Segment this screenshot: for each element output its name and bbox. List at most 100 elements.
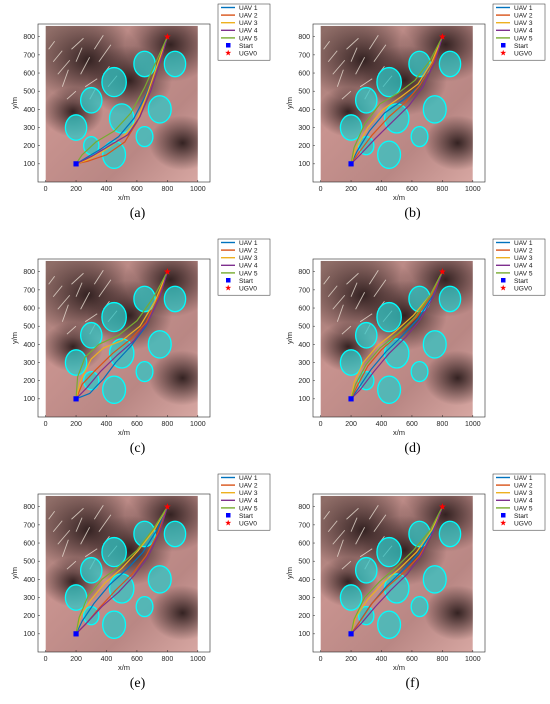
ugv-marker (438, 33, 446, 40)
x-tick-label: 1000 (190, 656, 206, 663)
uav-path-4 (75, 271, 168, 400)
y-tick-label: 700 (23, 522, 35, 529)
x-tick-label: 200 (345, 421, 357, 428)
axes-box (312, 258, 486, 418)
x-axis-label: x/m (118, 428, 130, 437)
y-axis-label: y/m (285, 567, 294, 579)
obstacle-circle (422, 95, 447, 124)
legend-label: UGV0 (514, 51, 532, 58)
chart-panel: 0 200 400 600 800 1000 100 200 300 400 500 600 700 80… (275, 470, 550, 704)
obstacle-circle (339, 114, 363, 141)
y-tick-label: 400 (23, 107, 35, 114)
chart-panel: 0 200 400 600 800 1000 100 200 300 400 500 600 700 80… (0, 470, 275, 704)
legend-label: UAV 5 (239, 505, 258, 512)
x-tick-label: 600 (131, 421, 143, 428)
legend-label: Start (239, 513, 253, 520)
obstacle-circle (135, 360, 154, 383)
obstacle-circle (64, 349, 88, 376)
legend-label: UAV 4 (239, 498, 258, 505)
y-axis-label: y/m (10, 332, 19, 344)
y-axis-label: y/m (10, 97, 19, 109)
y-tick-label: 600 (23, 305, 35, 312)
x-tick-label: 0 (319, 421, 323, 428)
legend-swatch (500, 49, 507, 56)
y-tick-label: 400 (298, 577, 310, 584)
uav-path-2 (350, 36, 443, 165)
x-tick-label: 800 (437, 656, 449, 663)
obstacle-circle (376, 66, 402, 98)
legend-swatch (501, 513, 506, 518)
x-tick-label: 400 (101, 421, 113, 428)
x-tick-label: 400 (376, 186, 388, 193)
x-tick-label: 0 (44, 656, 48, 663)
chart-svg: 0 200 400 600 800 1000 100 200 300 400 500 600 700 80… (10, 473, 271, 672)
x-tick-label: 200 (345, 656, 357, 663)
legend-label: UAV 2 (239, 13, 258, 20)
legend-box (217, 238, 271, 296)
legend-label: UAV 5 (514, 270, 533, 277)
obstacle-circle (438, 520, 462, 548)
obstacle-circle (79, 321, 103, 349)
legend-box (492, 238, 546, 296)
x-tick-label: 800 (437, 186, 449, 193)
x-tick-label: 800 (162, 656, 174, 663)
uav-path-3 (75, 36, 168, 165)
y-tick-label: 200 (298, 143, 310, 150)
legend-label: UAV 3 (239, 20, 258, 27)
uav-path-5 (350, 271, 443, 400)
legend-box (217, 3, 271, 61)
legend-swatch (225, 49, 232, 56)
y-tick-label: 700 (23, 52, 35, 59)
y-tick-label: 700 (23, 287, 35, 294)
obstacle-circle (64, 114, 88, 141)
uav-path-5 (75, 36, 168, 165)
y-tick-label: 700 (298, 522, 310, 529)
legend-label: UAV 2 (514, 13, 533, 20)
y-tick-label: 500 (23, 559, 35, 566)
x-tick-label: 600 (406, 421, 418, 428)
y-tick-label: 800 (23, 34, 35, 41)
legend-label: UAV 1 (514, 475, 533, 482)
start-marker (348, 161, 354, 167)
start-marker (73, 396, 79, 402)
panel-caption: (f) (405, 676, 420, 691)
y-tick-label: 200 (23, 143, 35, 150)
axes-box (312, 23, 486, 183)
legend-label: Start (514, 43, 528, 50)
obstacle-circle (354, 86, 378, 114)
legend-swatch (225, 284, 232, 291)
legend-label: UAV 4 (514, 263, 533, 270)
y-tick-label: 300 (298, 595, 310, 602)
y-tick-label: 300 (23, 595, 35, 602)
legend-label: UGV0 (514, 521, 532, 528)
axes-box (37, 258, 211, 418)
chart-panel: 0 200 400 600 800 1000 100 200 300 400 500 600 700 80… (275, 235, 550, 469)
legend-label: UAV 3 (514, 490, 533, 497)
y-tick-label: 500 (23, 89, 35, 96)
start-marker (73, 161, 79, 167)
x-tick-label: 400 (101, 186, 113, 193)
obstacle-circle (147, 565, 172, 594)
y-tick-label: 100 (23, 631, 35, 638)
obstacle-circle (163, 50, 187, 78)
panel-caption: (c) (129, 441, 146, 456)
legend-swatch (500, 519, 507, 526)
y-tick-label: 200 (298, 613, 310, 620)
chart-svg: 0 200 400 600 800 1000 100 200 300 400 500 600 700 80… (285, 473, 546, 672)
obstacle-circle (422, 330, 447, 359)
y-tick-label: 300 (23, 125, 35, 132)
obstacle-circle (339, 349, 363, 376)
legend-label: UAV 2 (514, 483, 533, 490)
obstacle-circle (377, 610, 402, 640)
x-tick-label: 200 (70, 656, 82, 663)
obstacle-circle (83, 370, 100, 391)
legend-label: UAV 2 (239, 248, 258, 255)
x-tick-label: 200 (70, 421, 82, 428)
y-tick-label: 500 (298, 559, 310, 566)
obstacle-circle (135, 125, 154, 148)
